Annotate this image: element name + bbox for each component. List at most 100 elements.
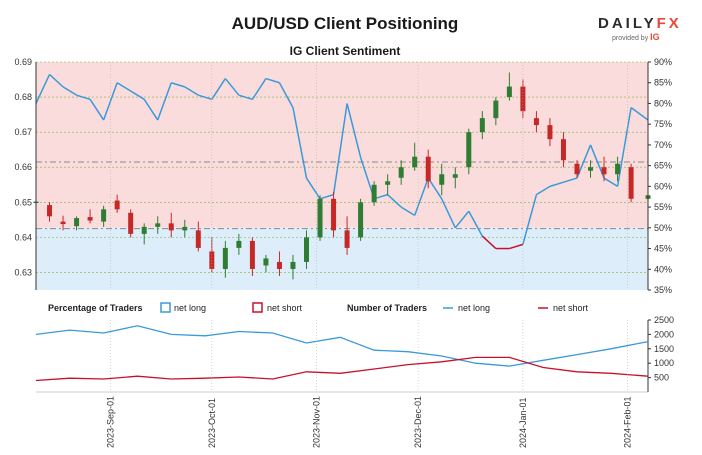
right-tick-label-1: 40% bbox=[654, 264, 672, 274]
sentiment-segment-22 bbox=[332, 103, 348, 195]
sentiment-segment-13 bbox=[211, 78, 226, 100]
candle-body-38 bbox=[547, 125, 553, 140]
logo-provided: provided by bbox=[612, 35, 649, 42]
sentiment-segment-36 bbox=[522, 194, 538, 245]
legend-num-title: Number of Traders bbox=[347, 303, 427, 313]
candle-body-29 bbox=[425, 156, 431, 182]
right-tick-label-7: 70% bbox=[654, 140, 672, 150]
sentiment-segment-4 bbox=[89, 98, 105, 121]
candle-body-20 bbox=[303, 237, 309, 262]
sentiment-segment-2 bbox=[62, 86, 77, 96]
candle-body-12 bbox=[195, 230, 201, 248]
sub-tick-label-3: 2000 bbox=[654, 329, 674, 339]
candle-body-14 bbox=[222, 247, 228, 269]
candle-body-22 bbox=[331, 198, 337, 231]
candle-body-23 bbox=[344, 230, 350, 248]
sentiment-segment-3 bbox=[76, 94, 91, 101]
x-tick-label-2: 2023-Nov-01 bbox=[312, 396, 322, 448]
sentiment-segment-20 bbox=[305, 177, 321, 200]
right-tick-label-8: 75% bbox=[654, 119, 672, 129]
sub-tick-label-2: 1500 bbox=[654, 344, 674, 354]
right-tick-label-3: 50% bbox=[654, 223, 672, 233]
logo-brand-b: FX bbox=[656, 15, 682, 32]
sentiment-segment-16 bbox=[251, 78, 267, 100]
candle-body-8 bbox=[141, 226, 147, 234]
x-tick-label-5: 2024-Feb-01 bbox=[623, 396, 633, 448]
sentiment-segment-10 bbox=[171, 82, 185, 88]
right-tick-label-11: 90% bbox=[654, 57, 672, 67]
candle-body-19 bbox=[290, 261, 296, 269]
candle-body-25 bbox=[371, 184, 377, 203]
right-tick-label-2: 45% bbox=[654, 244, 672, 254]
sentiment-segment-26 bbox=[387, 194, 402, 208]
candle-body-41 bbox=[588, 167, 594, 171]
left-tick-label-1: 0.64 bbox=[14, 232, 32, 242]
sentiment-segment-29 bbox=[427, 177, 443, 200]
candle-body-3 bbox=[74, 218, 80, 227]
right-tick-label-10: 85% bbox=[654, 78, 672, 88]
sentiment-segment-21 bbox=[319, 193, 334, 200]
candle-body-9 bbox=[155, 223, 161, 227]
sentiment-segment-39 bbox=[563, 177, 578, 183]
candle-body-35 bbox=[506, 86, 512, 98]
sentiment-segment-31 bbox=[454, 210, 470, 229]
candle-body-16 bbox=[249, 240, 255, 269]
candle-body-4 bbox=[87, 217, 93, 221]
sentiment-segment-14 bbox=[224, 78, 240, 96]
x-tick-label-0: 2023-Sep-01 bbox=[105, 396, 115, 448]
left-tick-label-6: 0.69 bbox=[14, 57, 32, 67]
legend-row: Percentage of Traders net long net short… bbox=[48, 302, 589, 313]
traders-count-chart: 500 1000 1500 2000 2500 bbox=[35, 315, 674, 393]
candle-body-7 bbox=[128, 212, 134, 234]
left-tick-label-2: 0.65 bbox=[14, 197, 32, 207]
main-axes: 0.63 0.64 0.65 0.66 0.67 0.68 0.69 35% 40% 45% 50%… bbox=[14, 57, 672, 295]
candle-body-34 bbox=[493, 100, 499, 119]
series-line-0 bbox=[35, 325, 649, 367]
series-line-1 bbox=[35, 356, 649, 382]
sentiment-segment-17 bbox=[265, 77, 280, 84]
sentiment-segment-42 bbox=[603, 177, 618, 188]
legend-pct-short-swatch bbox=[252, 302, 263, 313]
sentiment-segment-44 bbox=[630, 106, 649, 121]
legend-pct-long: net long bbox=[174, 303, 206, 313]
x-tick-label-1: 2023-Oct-01 bbox=[207, 398, 217, 448]
candle-body-18 bbox=[276, 261, 282, 269]
candle-body-2 bbox=[60, 221, 66, 225]
dailyfx-logo: DAILYFX provided by IG bbox=[598, 15, 688, 42]
chart-title: AUD/USD Client Positioning bbox=[231, 14, 459, 33]
right-tick-label-9: 80% bbox=[654, 98, 672, 108]
sentiment-segment-7 bbox=[130, 90, 145, 100]
right-tick-label-4: 55% bbox=[654, 202, 672, 212]
logo-brand-a: DAILY bbox=[598, 15, 657, 32]
sentiment-segment-32 bbox=[468, 210, 483, 237]
candle-body-5 bbox=[101, 209, 107, 222]
left-tick-label-4: 0.67 bbox=[14, 127, 32, 137]
legend-pct-long-swatch bbox=[160, 302, 171, 313]
sentiment-segment-19 bbox=[292, 107, 308, 179]
candle-body-11 bbox=[182, 226, 188, 231]
net-long-percentage bbox=[35, 73, 649, 250]
sentiment-segment-28 bbox=[413, 177, 429, 216]
sentiment-segment-38 bbox=[549, 181, 564, 188]
sentiment-segment-27 bbox=[400, 206, 416, 217]
candle-body-6 bbox=[114, 200, 120, 210]
candle-body-31 bbox=[452, 174, 458, 178]
candle-body-28 bbox=[412, 156, 418, 168]
left-tick-label-3: 0.66 bbox=[14, 162, 32, 172]
candle-body-26 bbox=[385, 181, 391, 185]
sentiment-segment-30 bbox=[441, 198, 456, 229]
candle-body-32 bbox=[466, 132, 472, 168]
sentiment-segment-1 bbox=[49, 73, 64, 88]
left-tick-label-0: 0.63 bbox=[14, 267, 32, 277]
candle-body-44 bbox=[628, 167, 634, 199]
sentiment-segment-0 bbox=[35, 74, 51, 104]
candle-body-30 bbox=[439, 174, 445, 185]
candle-body-15 bbox=[236, 240, 242, 248]
candle-body-1 bbox=[47, 205, 53, 217]
main-plot-background bbox=[36, 62, 648, 290]
candle-body-10 bbox=[168, 223, 174, 231]
sentiment-segment-37 bbox=[536, 185, 551, 196]
logo-ig: IG bbox=[650, 32, 660, 42]
x-tick-label-3: 2023-Dec-01 bbox=[413, 396, 423, 448]
